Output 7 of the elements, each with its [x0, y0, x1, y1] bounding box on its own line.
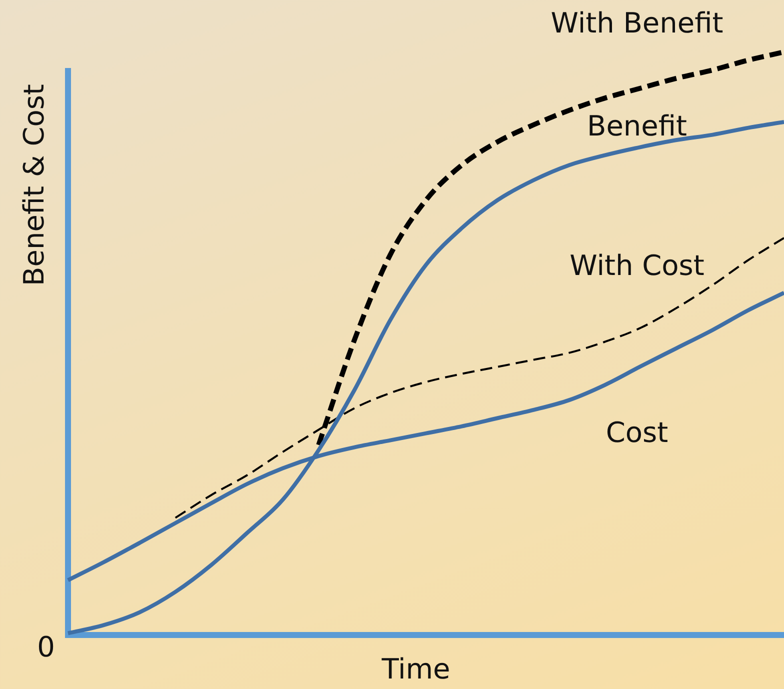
series-label: Benefit: [586, 109, 688, 142]
series-label: With Benefit: [550, 6, 724, 40]
series-label: With Cost: [570, 249, 704, 282]
series-label: Cost: [606, 416, 668, 450]
y-axis-title: Benefit & Cost: [17, 84, 50, 286]
x-axis-title: Time: [380, 652, 450, 686]
text: 0: [37, 630, 55, 664]
